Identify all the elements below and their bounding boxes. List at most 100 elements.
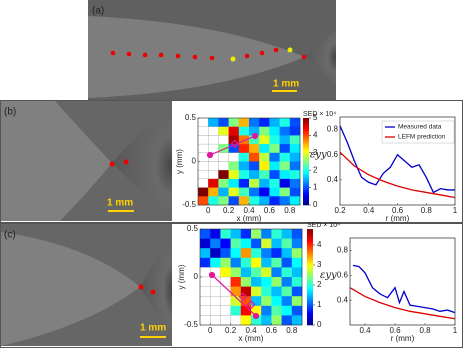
colorbar-step (303, 202, 309, 206)
empty-cell (210, 296, 221, 306)
panel-c-image (1, 224, 172, 346)
y-axis-label: y (mm) (175, 149, 184, 174)
heat-cell (228, 161, 240, 171)
colorbar-label: SED × 10⁴ (307, 222, 340, 229)
colorbar-step (307, 250, 313, 254)
heat-cell (281, 229, 293, 239)
y-tick-label: 0.4 (337, 295, 349, 304)
empty-cell (199, 276, 211, 287)
y-axis-label: y (mm) (177, 264, 186, 289)
heat-cell (249, 196, 260, 206)
colorbar-step (307, 281, 313, 285)
heat-cell (230, 248, 242, 259)
colorbar-tick-label: 0 (313, 200, 318, 209)
colorbar-step (307, 233, 313, 237)
colorbar-tick-label: 2 (313, 165, 318, 174)
colorbar-step (307, 241, 313, 244)
colorbar-step (303, 194, 309, 197)
heat-cell (208, 187, 219, 197)
y-tick-label: 0.4 (327, 175, 339, 184)
y-tick-label: 0 (192, 157, 197, 166)
heat-cell (279, 135, 291, 145)
x-axis-label: x (mm) (237, 214, 262, 223)
colorbar-step (303, 137, 309, 141)
colorbar-step (307, 262, 313, 266)
colorbar-step (303, 128, 309, 132)
heat-cell (249, 187, 260, 197)
heat-cell (269, 118, 280, 127)
colorbar-tick-label: 3 (317, 260, 322, 269)
legend-label: LEFM prediction (398, 134, 446, 141)
heat-cell (240, 229, 252, 239)
empty-cell (199, 315, 211, 326)
heat-cell (238, 187, 250, 197)
x-tick-label: 0.2 (225, 326, 237, 335)
heat-cell (279, 144, 291, 154)
colorbar-step (307, 303, 313, 307)
y-tick-label: 0.8 (327, 125, 339, 134)
colorbar-tick-label: 4 (313, 131, 318, 140)
empty-cell (197, 178, 209, 188)
colorbar-step (303, 141, 309, 145)
heat-cell (251, 238, 262, 249)
heat-cell (251, 267, 262, 278)
heat-cell (289, 126, 301, 136)
colorbar-tick-label: 5 (313, 113, 318, 122)
heat-cell (291, 315, 303, 326)
heat-cell (281, 305, 293, 316)
heat-cell (269, 170, 280, 180)
colorbar-step (307, 272, 313, 275)
colorbar-step (303, 154, 309, 158)
colorbar-step (307, 265, 313, 268)
heat-cell (198, 187, 209, 197)
legend-label: Measured data (398, 124, 442, 131)
heat-cell (230, 238, 242, 249)
colorbar-step (303, 150, 309, 154)
empty-cell (220, 296, 231, 306)
heat-cell (220, 248, 231, 259)
heat-cell (200, 257, 211, 268)
empty-cell (197, 143, 209, 153)
heat-cell (279, 152, 291, 162)
scale-bar-label: 1 mm (107, 198, 133, 209)
colorbar-label: SED × 10⁴ (303, 111, 336, 118)
heat-cell (230, 286, 242, 297)
heat-cell (249, 152, 260, 162)
heat-cell (249, 126, 260, 136)
x-tick-label: 1 (453, 326, 458, 335)
empty-cell (218, 152, 229, 162)
empty-cell (220, 276, 231, 287)
heat-cell (279, 126, 291, 136)
heat-cell (269, 187, 280, 197)
colorbar-step (307, 286, 313, 290)
heat-cell (218, 126, 229, 136)
empty-cell (210, 315, 221, 326)
heat-cell (271, 315, 282, 326)
colorbar-step (303, 148, 309, 151)
colorbar-step (307, 298, 313, 302)
heat-cell (238, 118, 250, 127)
empty-cell (208, 126, 219, 136)
heat-cell (238, 126, 250, 136)
heat-cell (200, 229, 211, 239)
heat-cell (261, 248, 272, 259)
x-tick-label: 0.4 (359, 326, 371, 335)
heat-cell (218, 187, 229, 197)
heat-cell (291, 296, 303, 307)
heat-cell (240, 267, 252, 278)
colorbar-step (303, 131, 309, 134)
heat-cell (289, 187, 301, 197)
empty-cell (199, 305, 211, 316)
heat-cell (228, 178, 240, 188)
heat-cell (238, 178, 250, 188)
colorbar-step (307, 279, 313, 283)
heat-cell (269, 196, 280, 206)
empty-cell (210, 305, 221, 316)
empty-cell (197, 135, 209, 145)
heat-cell (238, 170, 250, 180)
heat-cell (289, 135, 301, 145)
colorbar-step (303, 126, 309, 130)
y-tick-label: -0.5 (184, 320, 198, 329)
heat-cell (228, 196, 240, 206)
